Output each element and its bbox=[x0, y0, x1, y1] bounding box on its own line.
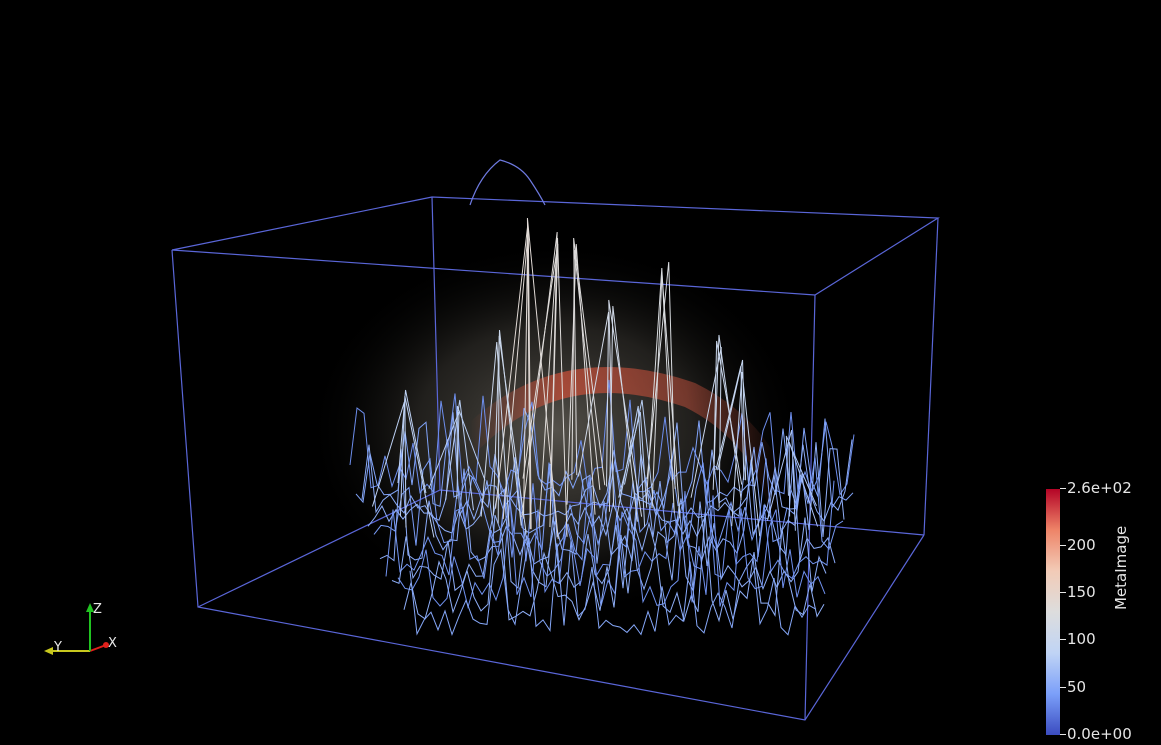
scalar-colorbar[interactable]: 2.6e+02 200 150 100 50 0.0e+00 MetaImage bbox=[1040, 480, 1161, 745]
wireframe-peak bbox=[492, 329, 522, 526]
colorbar-gradient bbox=[1046, 489, 1060, 735]
wireframe-peak bbox=[785, 435, 817, 506]
volume-glow bbox=[305, 240, 805, 620]
wireframe-peak bbox=[480, 341, 510, 527]
wireframe-peak bbox=[526, 217, 559, 540]
wireframe-peak bbox=[566, 243, 596, 515]
wireframe-strand bbox=[409, 538, 817, 636]
wireframe-peak bbox=[715, 365, 745, 481]
wireframe-peak bbox=[404, 395, 435, 538]
wireframe-peak bbox=[645, 267, 675, 514]
wireframe-peak bbox=[578, 311, 610, 487]
wireframe-surface bbox=[349, 217, 855, 636]
wireframe-strand bbox=[403, 512, 825, 623]
wireframe-strand bbox=[397, 491, 826, 609]
colorbar-tick-label: 50 bbox=[1059, 677, 1087, 696]
wireframe-peak bbox=[538, 237, 568, 537]
x-axis-tip-icon bbox=[103, 642, 109, 648]
wireframe-peak bbox=[444, 399, 474, 511]
z-axis-arrow-icon bbox=[86, 603, 94, 612]
wireframe-strand bbox=[361, 412, 853, 523]
wireframe-peak bbox=[456, 405, 486, 481]
wireframe-peak bbox=[616, 405, 646, 528]
wireframe-peak bbox=[397, 389, 427, 494]
colorbar-tick-label: 2.6e+02 bbox=[1060, 479, 1132, 497]
wireframe-strand bbox=[373, 457, 844, 551]
wireframe-peak bbox=[428, 411, 460, 499]
colorbar-tick-label: 100 bbox=[1060, 630, 1096, 649]
wireframe-peak bbox=[766, 429, 796, 531]
outline-peak bbox=[469, 159, 546, 206]
colorbar-tick-label: 200 bbox=[1060, 535, 1096, 554]
wireframe-peak bbox=[651, 273, 681, 519]
wireframe-peak bbox=[717, 359, 747, 481]
wireframe-peak bbox=[788, 441, 819, 527]
y-axis-label: Y bbox=[53, 640, 62, 655]
colorbar-tick-label: 150 bbox=[1060, 583, 1096, 602]
x-axis-label: X bbox=[108, 636, 117, 651]
wireframe-peak bbox=[571, 249, 601, 490]
wireframe-peak bbox=[713, 340, 743, 485]
wireframe-peak bbox=[646, 261, 676, 489]
orientation-axes: X Y Z bbox=[40, 595, 130, 665]
colorbar-tick-label: 0.0e+00 bbox=[1060, 725, 1132, 743]
wireframe-peak bbox=[371, 401, 405, 517]
z-axis-label: Z bbox=[93, 602, 102, 617]
wireframe-peak bbox=[497, 335, 527, 534]
y-axis-arrow-icon bbox=[44, 647, 53, 655]
wireframe-peak bbox=[522, 243, 559, 489]
colorbar-title: MetaImage bbox=[1112, 525, 1130, 610]
wireframe-peak bbox=[573, 237, 606, 486]
wireframe-peak bbox=[495, 223, 529, 519]
wireframe-strand bbox=[379, 448, 836, 565]
wireframe-peak bbox=[623, 399, 653, 495]
wireframe-peak bbox=[618, 411, 648, 508]
wireframe-peak bbox=[731, 371, 761, 537]
wireframe-peak bbox=[712, 334, 742, 500]
